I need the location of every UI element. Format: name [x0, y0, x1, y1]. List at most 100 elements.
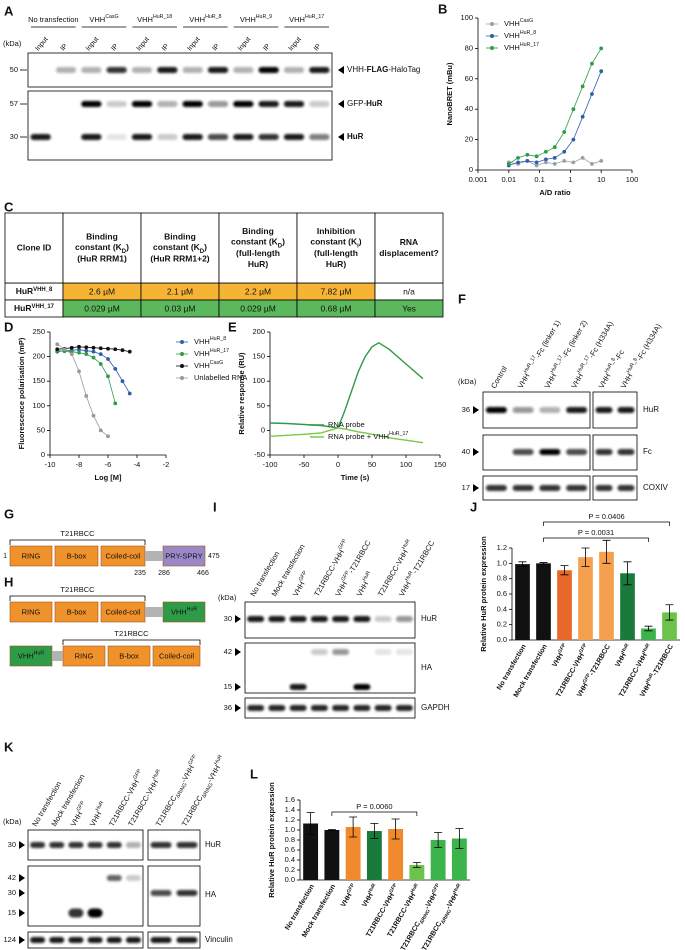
label-part: ΔRING [440, 908, 453, 925]
label-part: ) [359, 237, 362, 247]
band [353, 705, 371, 711]
bar [345, 827, 361, 880]
band-arrow [338, 133, 344, 141]
blot-frame [27, 90, 333, 161]
blot-frame [244, 697, 416, 719]
point [98, 428, 103, 433]
trend-line [57, 343, 109, 437]
band [55, 67, 77, 73]
lane-label: Input [186, 36, 201, 52]
label-part: HuR [16, 286, 33, 296]
significance-bracket [543, 537, 649, 542]
table-text: 0.68 µM [321, 303, 352, 313]
x-tick-label: 50 [368, 460, 376, 469]
band [87, 842, 103, 848]
label-part: VHH [18, 651, 34, 660]
label-part: -Fc (linker 1) [533, 318, 562, 359]
band [512, 485, 534, 491]
bar [324, 830, 340, 880]
band-arrow [338, 100, 344, 108]
label-part: VHH [189, 15, 205, 24]
label-part: HuR [402, 538, 413, 550]
band [617, 407, 635, 413]
band-label: HuR [205, 840, 221, 849]
label-part: VHH [551, 652, 564, 668]
label-part: VHH_8 [33, 287, 53, 293]
point [84, 394, 89, 398]
bracket-label: T21RBCC [60, 529, 95, 538]
group-header: VHHHuR_8 [189, 14, 221, 24]
legend-label: VHHHuR_8 [504, 30, 536, 40]
band [332, 649, 350, 655]
band [106, 937, 122, 943]
label-part: VHH_17 [32, 304, 55, 310]
label-part: VHH [569, 372, 585, 390]
x-axis-label: Time (s) [341, 473, 370, 482]
band [332, 705, 350, 711]
band [617, 485, 635, 491]
point [516, 155, 520, 160]
label-part: GFP [188, 754, 199, 767]
point [562, 158, 567, 163]
marker-label: 15 [224, 682, 232, 691]
band [176, 842, 198, 848]
position: 235 [134, 570, 146, 577]
band [566, 485, 588, 491]
band-label: GAPDH [421, 703, 450, 712]
group-header: No transfection [28, 15, 78, 24]
group-header: VHHHuR_17 [289, 14, 324, 24]
label-part: ΔRING [418, 908, 431, 925]
point [106, 434, 110, 439]
x-tick-label: -2 [163, 460, 170, 469]
point [590, 61, 594, 66]
marker-label: 30 [8, 888, 16, 897]
table-cell [374, 299, 444, 318]
legend-label: VHHCasG [504, 18, 533, 28]
position: 286 [158, 570, 170, 577]
y-tick-label: 0.8 [285, 835, 295, 844]
domain-box [152, 645, 201, 667]
y-tick-label: 0 [41, 450, 45, 459]
band [30, 134, 51, 140]
y-tick-label: 40 [465, 104, 473, 113]
marker-arrow [235, 615, 241, 623]
band [106, 875, 122, 881]
band [258, 134, 279, 140]
table-header: constant (KD) [75, 242, 129, 254]
table-header-cell [296, 212, 376, 284]
lane-label: IP [313, 43, 323, 53]
band-label: Vinculin [205, 935, 233, 944]
y-axis-label: Relative response (RU) [237, 352, 246, 435]
table-header: Binding [164, 231, 196, 241]
point [552, 162, 557, 166]
y-tick-label: 200 [32, 352, 45, 361]
band [309, 134, 330, 140]
point [580, 84, 585, 89]
y-axis-label: Relative HuR protein expression [267, 782, 276, 898]
label-part: VHH [543, 372, 559, 390]
x-tick-label: -4 [134, 460, 141, 469]
group-header: VHHHuR_9 [240, 14, 272, 24]
marker-arrow [235, 704, 241, 712]
marker-label: 17 [462, 483, 470, 492]
band-label: HA [421, 663, 433, 672]
bar [515, 564, 530, 640]
band [283, 134, 305, 140]
band [268, 616, 286, 622]
label-part: VHH [639, 682, 652, 698]
label-part: HuR [14, 303, 31, 313]
label-part: i [357, 243, 359, 249]
annotation: P = 0.0406 [588, 512, 624, 521]
point [571, 160, 576, 165]
x-tick-label: -10 [45, 460, 56, 469]
y-tick-label: 100 [460, 13, 473, 22]
table-header: (HuR RRM1) [77, 253, 127, 263]
label-part: HuR_8 [205, 14, 221, 20]
panel-letter: B [438, 1, 447, 16]
band [87, 937, 103, 943]
lane-label: Control [489, 364, 509, 390]
error-bar [306, 812, 315, 835]
x-tick-label: 0 [336, 460, 340, 469]
legend-swatch [180, 340, 184, 344]
y-tick-label: 0.0 [285, 875, 295, 884]
